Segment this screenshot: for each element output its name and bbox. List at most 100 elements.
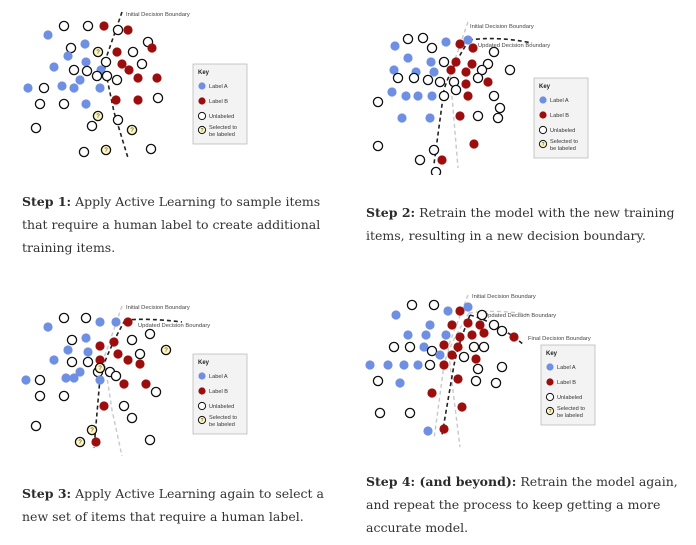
- label-b-point: [455, 332, 465, 342]
- label-b-point: [95, 341, 105, 351]
- label-b-point: [467, 59, 477, 69]
- legend-label-a-swatch: [539, 96, 547, 104]
- step2-label: Step 2:: [366, 205, 416, 220]
- unlabeled-point: [488, 46, 500, 58]
- step3-text: Apply Active Learning again to select a …: [22, 486, 325, 524]
- unlabeled-point: [472, 110, 484, 122]
- legend-selected-glyph: ?: [201, 128, 204, 134]
- unlabeled-point: [152, 92, 164, 104]
- legend-item-label: Label A: [209, 84, 228, 90]
- label-a-point: [365, 360, 375, 370]
- label-a-point: [49, 355, 59, 365]
- label-b-point: [113, 349, 123, 359]
- selected-point: [86, 424, 98, 436]
- unlabeled-point: [504, 64, 516, 76]
- label-b-point: [427, 388, 437, 398]
- selected-point: [100, 144, 112, 156]
- selected-point: [126, 124, 138, 136]
- label-a-point: [21, 375, 31, 385]
- unlabeled-point: [438, 56, 450, 68]
- selected-point-glyph: ?: [104, 148, 108, 154]
- updated-decision-boundary: [93, 318, 183, 449]
- label-a-point: [391, 310, 401, 320]
- label-a-point: [435, 350, 445, 360]
- step2-text: Retrain the model with the new training …: [366, 205, 675, 243]
- unlabeled-point: [101, 70, 113, 82]
- unlabeled-point: [78, 146, 90, 158]
- label-b-point: [451, 57, 461, 67]
- label-b-point: [461, 67, 471, 77]
- label-b-point: [455, 306, 465, 316]
- label-b-point: [455, 39, 465, 49]
- unlabeled-point: [426, 42, 438, 54]
- label-a-point: [421, 330, 431, 340]
- unlabeled-point: [112, 24, 124, 36]
- label-a-point: [95, 317, 105, 327]
- unlabeled-point: [426, 345, 438, 357]
- unlabeled-point: [34, 98, 46, 110]
- label-a-point: [49, 62, 59, 72]
- label-a-point: [403, 53, 413, 63]
- label-a-point: [81, 99, 91, 109]
- selected-point: [92, 110, 104, 122]
- label-a-point: [390, 41, 400, 51]
- label-a-point: [81, 333, 91, 343]
- legend-unlabeled-swatch: [538, 125, 548, 135]
- unlabeled-point: [372, 140, 384, 152]
- label-b-point: [439, 360, 449, 370]
- legend-item-label: Unlabeled: [550, 128, 575, 134]
- legend-item-label: Unlabeled: [557, 395, 582, 401]
- legend-item-label: Selected to: [209, 415, 237, 421]
- unlabeled-point: [144, 328, 156, 340]
- unlabeled-point: [91, 70, 103, 82]
- unlabeled-point: [470, 375, 482, 387]
- label-a-point: [387, 87, 397, 97]
- legend-label-b-swatch: [198, 387, 206, 395]
- label-a-point: [429, 67, 439, 77]
- updated-decision-boundary: [433, 37, 533, 165]
- unlabeled-point: [406, 299, 418, 311]
- legend-item-label: Selected to: [557, 406, 585, 412]
- unlabeled-point: [372, 96, 384, 108]
- label-a-point: [401, 91, 411, 101]
- legend-item-label: be labeled: [209, 422, 235, 428]
- selected-point: [92, 46, 104, 58]
- unlabeled-point: [58, 20, 70, 32]
- step4-caption: Step 4: (and beyond): Retrain the model …: [366, 470, 686, 539]
- label-a-point: [95, 375, 105, 385]
- label-b-point: [469, 139, 479, 149]
- unlabeled-point: [428, 299, 440, 311]
- unlabeled-point: [414, 154, 426, 166]
- legend-label-a-swatch: [198, 372, 206, 380]
- unlabeled-point: [472, 72, 484, 84]
- selected-point-glyph: ?: [96, 114, 100, 120]
- legend-label-a-swatch: [546, 363, 554, 371]
- unlabeled-point: [374, 407, 386, 419]
- label-b-point: [479, 328, 489, 338]
- updated-boundary-label: Updated Decision Boundary: [138, 323, 210, 329]
- label-a-point: [61, 373, 71, 383]
- updated-boundary-label: Updated Decision Boundary: [484, 313, 556, 319]
- unlabeled-point: [112, 114, 124, 126]
- label-a-point: [441, 37, 451, 47]
- unlabeled-point: [492, 112, 504, 124]
- initial-boundary-label: Initial Decision Boundary: [472, 294, 536, 300]
- label-a-point: [419, 342, 429, 352]
- legend-title: Key: [198, 70, 210, 76]
- unlabeled-point: [65, 42, 77, 54]
- label-a-point: [43, 322, 53, 332]
- initial-decision-boundary: [449, 21, 469, 169]
- label-b-point: [446, 65, 456, 75]
- label-b-point: [147, 43, 157, 53]
- unlabeled-point: [496, 361, 508, 373]
- unlabeled-point: [30, 122, 42, 134]
- unlabeled-point: [68, 64, 80, 76]
- label-b-point: [509, 332, 519, 342]
- legend-selected-swatch: [545, 406, 555, 416]
- unlabeled-point: [450, 84, 462, 96]
- selected-point-glyph: ?: [130, 128, 134, 134]
- unlabeled-point: [496, 325, 508, 337]
- legend-item-label: Unlabeled: [209, 114, 234, 120]
- unlabeled-point: [468, 341, 480, 353]
- unlabeled-point: [458, 351, 470, 363]
